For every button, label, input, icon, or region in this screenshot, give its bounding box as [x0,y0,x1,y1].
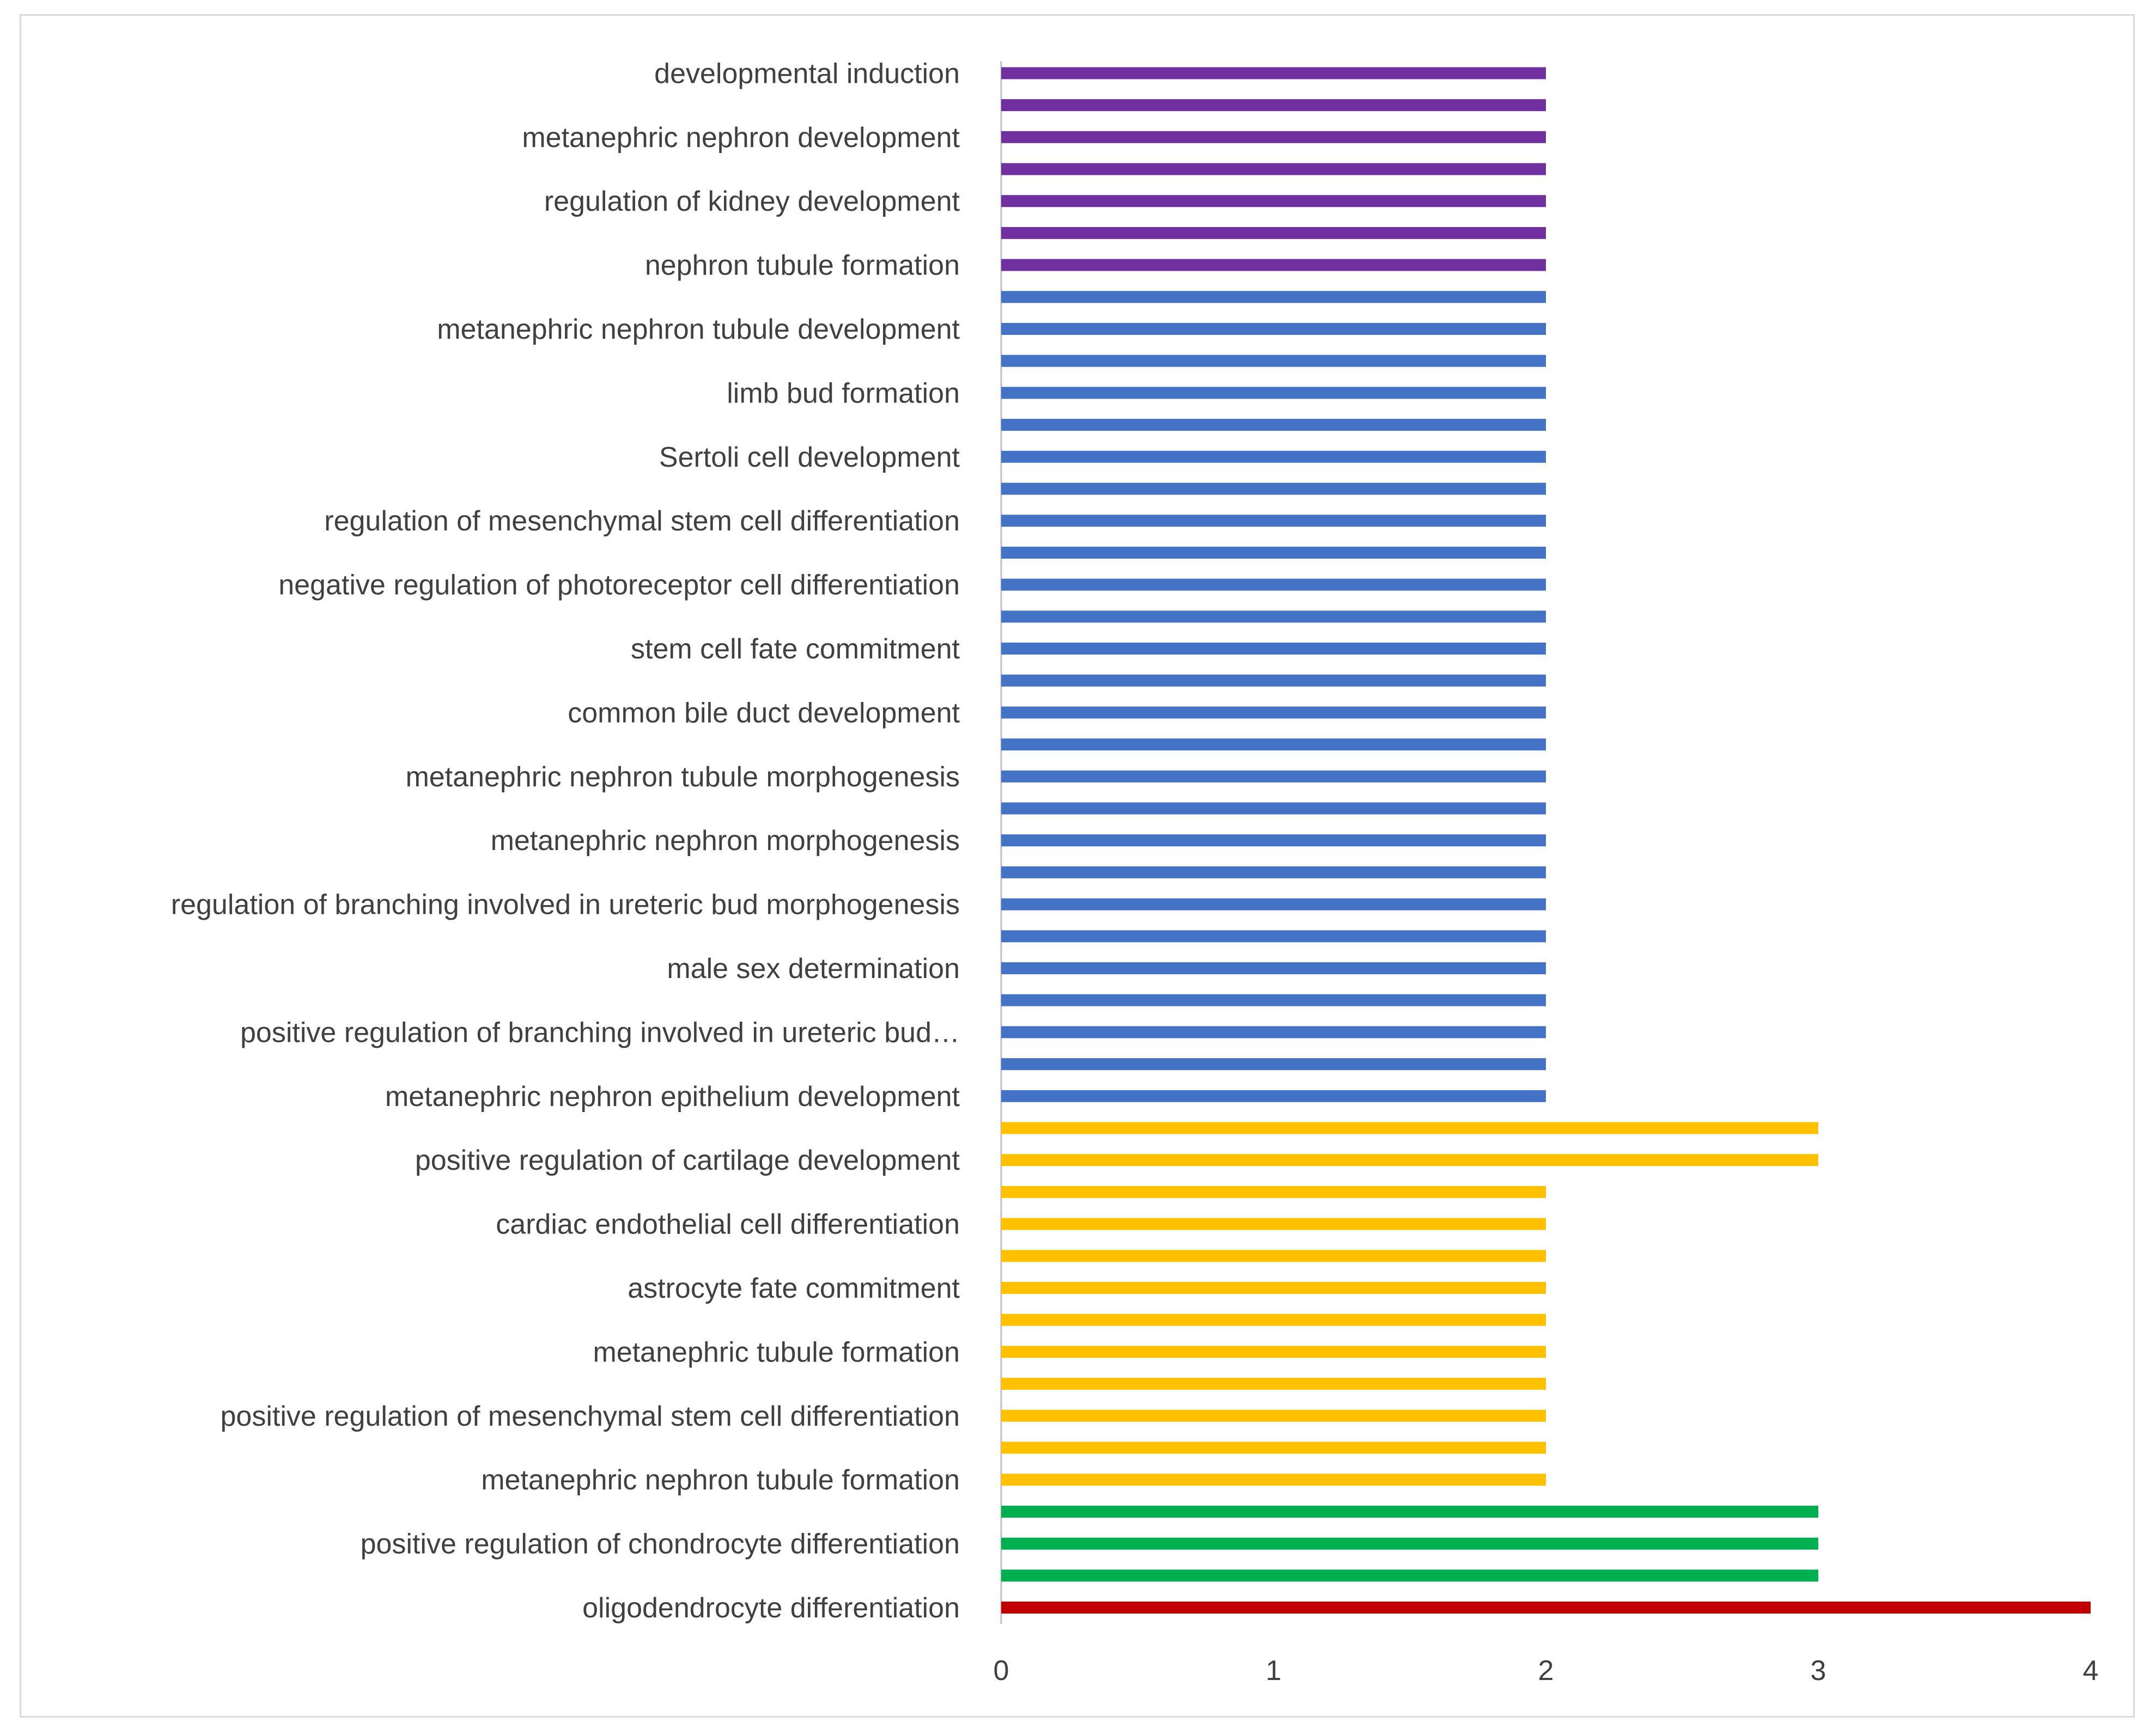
x-tick-label: 4 [2083,1655,2099,1687]
bar [1001,1346,1546,1358]
category-label: astrocyte fate commitment [628,1273,960,1304]
category-label: limb bud formation [727,377,960,409]
bar [1001,1314,1546,1326]
bar [1001,450,1546,463]
bar [1001,1282,1546,1294]
category-label: nephron tubule formation [645,250,960,282]
bar [1001,738,1546,751]
category-label: metanephric nephron morphogenesis [491,825,960,857]
bar [1001,515,1546,527]
bar [1001,1537,1818,1550]
bar [1001,227,1546,239]
bar [1001,994,1546,1006]
bar [1001,1602,2091,1614]
bar [1001,1154,1818,1166]
category-label: positive regulation of mesenchymal stem … [220,1401,960,1432]
bar [1001,67,1546,80]
bar [1001,1122,1818,1134]
bar [1001,1250,1546,1262]
x-tick-label: 2 [1538,1655,1554,1687]
category-label: positive regulation of branching involve… [240,1017,960,1048]
bar [1001,930,1546,943]
category-label: metanephric tubule formation [593,1336,960,1368]
category-label: male sex determination [667,953,960,985]
category-label: stem cell fate commitment [631,633,960,665]
category-label: metanephric nephron epithelium developme… [385,1081,960,1113]
bar [1001,387,1546,399]
bar [1001,1026,1546,1038]
bar [1001,195,1546,207]
bar [1001,578,1546,591]
category-label: metanephric nephron tubule formation [481,1464,960,1496]
bar [1001,643,1546,655]
bar [1001,291,1546,303]
category-label: positive regulation of cartilage develop… [415,1145,960,1176]
bar [1001,259,1546,271]
x-tick-label: 1 [1266,1655,1282,1687]
bar [1001,674,1546,687]
bar [1001,802,1546,815]
bar [1001,355,1546,367]
bar [1001,834,1546,847]
bar [1001,1218,1546,1230]
bar [1001,1186,1546,1198]
category-label: metanephric nephron tubule development [437,314,960,345]
bar [1001,770,1546,783]
category-label: developmental induction [654,58,960,89]
category-label: metanephric nephron tubule morphogenesis [405,761,960,793]
category-label: regulation of branching involved in uret… [171,889,960,921]
bar [1001,1441,1546,1454]
bar [1001,706,1546,719]
bar [1001,610,1546,623]
category-label: Sertoli cell development [659,442,960,473]
category-label: cardiac endothelial cell differentiation [496,1209,960,1241]
bar [1001,1090,1546,1102]
category-label: oligodendrocyte differentiation [582,1592,960,1624]
bar [1001,866,1546,878]
bar [1001,1505,1818,1518]
bar [1001,163,1546,175]
category-label: regulation of mesenchymal stem cell diff… [324,505,960,537]
bar [1001,1058,1546,1071]
x-tick-label: 0 [994,1655,1009,1687]
bar [1001,1378,1546,1390]
category-label: common bile duct development [568,697,960,729]
bar [1001,323,1546,335]
bar [1001,1474,1546,1486]
bar [1001,99,1546,112]
bar [1001,546,1546,559]
bar [1001,131,1546,143]
x-tick-label: 3 [1811,1655,1826,1687]
category-label: negative regulation of photoreceptor cel… [278,570,960,601]
bar [1001,898,1546,911]
category-label: positive regulation of chondrocyte diffe… [361,1529,960,1560]
bar [1001,419,1546,431]
category-label: regulation of kidney development [544,186,960,217]
bar [1001,1409,1546,1422]
category-label: metanephric nephron development [522,122,960,154]
bar [1001,482,1546,495]
bar [1001,962,1546,974]
bar [1001,1569,1818,1582]
